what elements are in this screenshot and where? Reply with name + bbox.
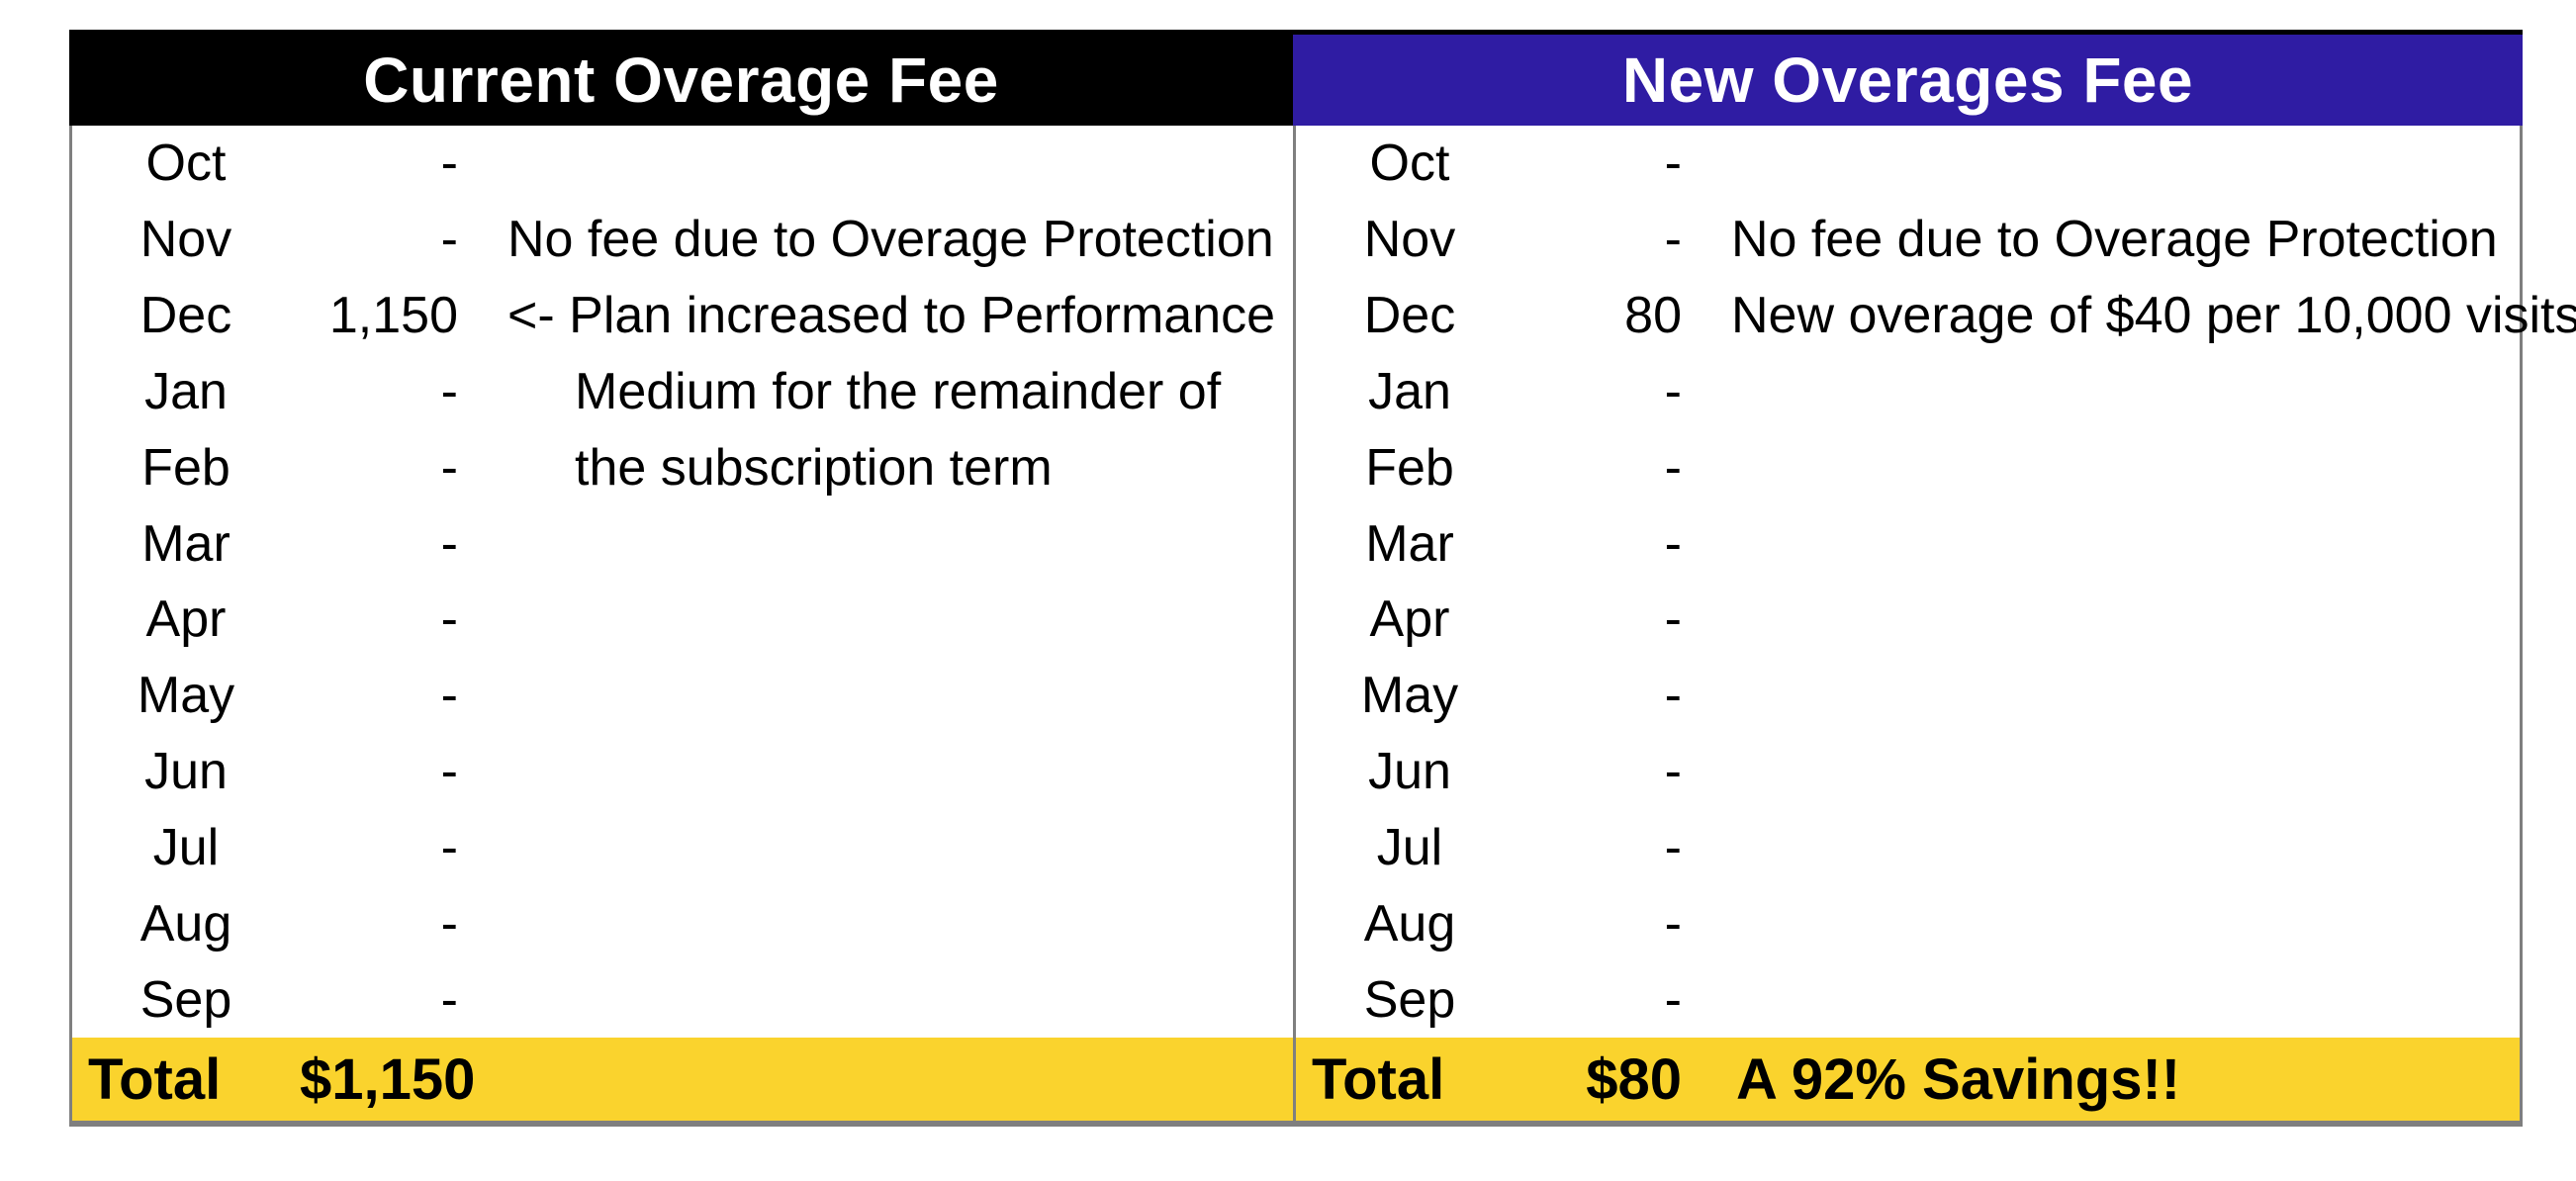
month-cell: Oct: [1369, 135, 1450, 193]
month-cell: Jun: [144, 743, 228, 801]
table-row: Dec 80 New overage of $40 per 10,000 vis…: [1296, 278, 2576, 354]
month-cell: Feb: [141, 438, 230, 497]
value-cell: -: [440, 514, 458, 573]
month-cell: Sep: [139, 970, 232, 1029]
fee-comparison-sheet: Current Overage Fee Oct - Nov - No fee d…: [69, 30, 2576, 1127]
table-row: Sep -: [1296, 961, 2520, 1038]
value-cell: -: [440, 362, 458, 420]
month-cell: Feb: [1365, 438, 1454, 497]
month-cell: May: [1360, 667, 1459, 725]
value-cell: 80: [1624, 287, 1682, 345]
month-cell: Nov: [1363, 211, 1456, 269]
value-cell: -: [1664, 438, 1682, 497]
total-label: Total: [88, 1046, 222, 1112]
total-value: $80: [1586, 1046, 1682, 1112]
table-row: Oct -: [1296, 126, 2520, 202]
month-cell: Jan: [1368, 362, 1451, 420]
table-row: Jan -: [1296, 353, 2520, 429]
month-cell: Nov: [139, 211, 232, 269]
value-cell: -: [1664, 818, 1682, 876]
value-cell: -: [440, 590, 458, 649]
note-cell: the subscription term: [575, 438, 1053, 497]
total-note: A 92% Savings!!: [1736, 1046, 2181, 1112]
value-cell: -: [440, 970, 458, 1029]
month-cell: Jun: [1368, 743, 1451, 801]
table-row: Jul -: [1296, 809, 2520, 885]
current-fee-body: Oct - Nov - No fee due to Overage Protec…: [69, 126, 1293, 1038]
value-cell: -: [440, 438, 458, 497]
current-fee-header: Current Overage Fee: [69, 30, 1293, 126]
value-cell: -: [1664, 667, 1682, 725]
table-row: Mar -: [72, 505, 1293, 582]
value-cell: -: [1664, 743, 1682, 801]
month-cell: Aug: [139, 894, 232, 953]
table-row: Jul -: [72, 809, 1293, 885]
table-row: Feb -: [1296, 429, 2520, 505]
table-row: Jun -: [72, 734, 1293, 810]
month-cell: Jan: [144, 362, 228, 420]
note-cell: New overage of $40 per 10,000 visits: [1731, 287, 2576, 345]
new-fee-body: Oct - Nov - No fee due to Overage Protec…: [1293, 126, 2576, 1038]
note-cell: No fee due to Overage Protection: [507, 211, 1274, 269]
new-fee-table: New Overages Fee Oct - Nov - No fee due …: [1293, 30, 2576, 1121]
month-cell: May: [137, 667, 235, 725]
current-fee-table: Current Overage Fee Oct - Nov - No fee d…: [69, 30, 1293, 1121]
month-cell: Dec: [1363, 287, 1456, 345]
table-row: Aug -: [1296, 885, 2520, 961]
value-cell: -: [1664, 362, 1682, 420]
value-cell: -: [440, 743, 458, 801]
note-cell: <- Plan increased to Performance: [507, 287, 1276, 345]
value-cell: -: [440, 667, 458, 725]
value-cell: -: [440, 211, 458, 269]
new-total-row: Total $80 A 92% Savings!!: [1293, 1038, 2523, 1121]
month-cell: Mar: [1365, 514, 1454, 573]
table-row: May -: [1296, 658, 2520, 734]
bottom-border: [69, 1121, 2523, 1127]
month-cell: Jul: [152, 818, 220, 876]
value-cell: -: [1664, 590, 1682, 649]
month-cell: Dec: [139, 287, 232, 345]
total-label: Total: [1312, 1046, 1445, 1112]
note-cell: No fee due to Overage Protection: [1731, 211, 2498, 269]
table-row: Oct -: [72, 126, 1293, 202]
table-row: Feb - the subscription term: [72, 429, 1293, 505]
month-cell: Jul: [1376, 818, 1443, 876]
table-row: Apr -: [72, 582, 1293, 658]
month-cell: Oct: [145, 135, 227, 193]
table-row: Jan - Medium for the remainder of: [72, 353, 1293, 429]
table-row: Apr -: [1296, 582, 2520, 658]
value-cell: -: [440, 135, 458, 193]
table-row: Sep -: [72, 961, 1293, 1038]
value-cell: 1,150: [328, 287, 458, 345]
table-row: Nov - No fee due to Overage Protection: [72, 202, 1293, 278]
value-cell: -: [1664, 894, 1682, 953]
table-row: Jun -: [1296, 734, 2520, 810]
month-cell: Mar: [141, 514, 230, 573]
total-value: $1,150: [300, 1046, 476, 1112]
month-cell: Sep: [1363, 970, 1456, 1029]
value-cell: -: [1664, 211, 1682, 269]
table-row: Nov - No fee due to Overage Protection: [1296, 202, 2520, 278]
value-cell: -: [440, 894, 458, 953]
value-cell: -: [1664, 135, 1682, 193]
month-cell: Apr: [145, 590, 227, 649]
value-cell: -: [1664, 514, 1682, 573]
value-cell: -: [440, 818, 458, 876]
table-row: Dec 1,150 <- Plan increased to Performan…: [72, 278, 1293, 354]
table-row: Aug -: [72, 885, 1293, 961]
tables-container: Current Overage Fee Oct - Nov - No fee d…: [69, 30, 2576, 1121]
table-row: May -: [72, 658, 1293, 734]
month-cell: Aug: [1363, 894, 1456, 953]
new-fee-header: New Overages Fee: [1293, 30, 2523, 126]
table-row: Mar -: [1296, 505, 2520, 582]
note-cell: Medium for the remainder of: [575, 362, 1222, 420]
value-cell: -: [1664, 970, 1682, 1029]
month-cell: Apr: [1369, 590, 1450, 649]
current-total-row: Total $1,150: [69, 1038, 1293, 1121]
